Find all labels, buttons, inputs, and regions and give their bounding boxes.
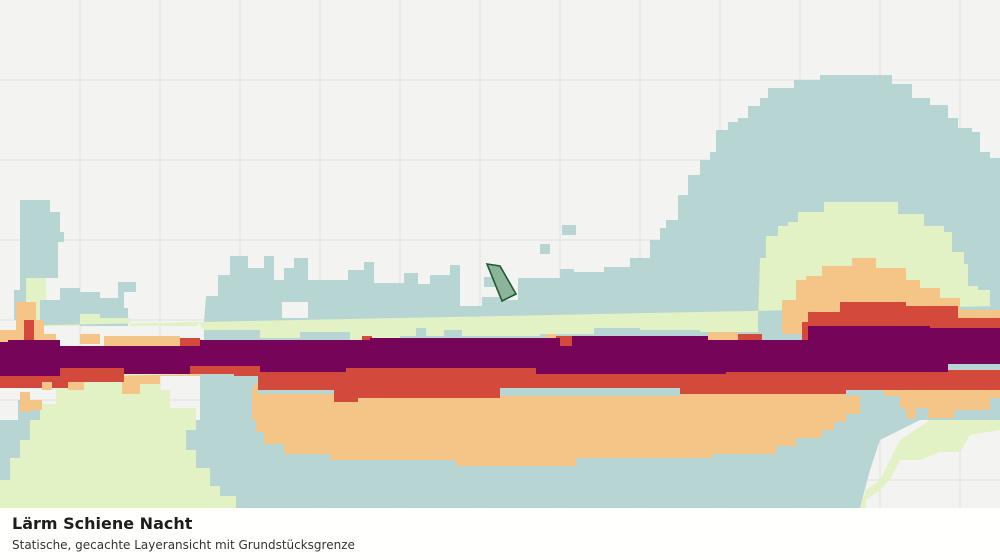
noise-zone-level-5: [0, 326, 1000, 376]
layer-subtitle: Statische, gecachte Layeransicht mit Gru…: [12, 538, 355, 552]
map-caption: Lärm Schiene Nacht Statische, gecachte L…: [0, 508, 1000, 560]
parcel-boundary[interactable]: [485, 262, 518, 303]
layer-title: Lärm Schiene Nacht: [12, 514, 193, 533]
